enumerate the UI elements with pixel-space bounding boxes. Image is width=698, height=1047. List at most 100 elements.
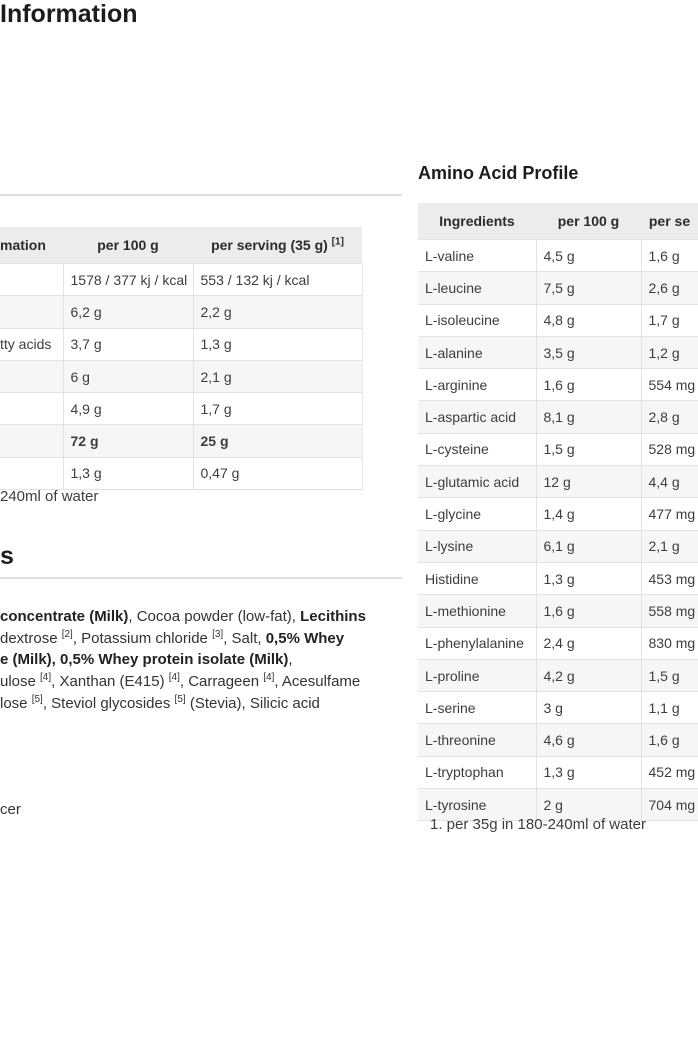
table-row: L-lysine 6,1 g 2,1 g <box>418 529 698 563</box>
table-row: 1,3 g 0,47 g <box>0 456 363 491</box>
ingredients-text: concentrate (Milk), Cocoa powder (low-fa… <box>0 606 366 715</box>
ingredients-line: e (Milk), 0,5% Whey protein isolate (Mil… <box>0 649 366 671</box>
table-cell: 558 mg <box>640 594 698 628</box>
table-cell: 2,1 g <box>192 359 363 393</box>
table-row: L-alanine 3,5 g 1,2 g <box>418 335 698 369</box>
table-row: L-tyrosine 2 g 704 mg <box>418 788 698 822</box>
table-cell <box>0 424 63 458</box>
amino-col-per100g-header: per 100 g <box>536 203 641 240</box>
footnote-marker: [5] <box>174 693 186 705</box>
table-cell: L-valine <box>418 238 536 272</box>
table-cell: 4,4 g <box>640 465 698 498</box>
table-cell: 3,5 g <box>535 335 641 369</box>
table-row: L-serine 3 g 1,1 g <box>418 691 698 724</box>
table-cell: 1,4 g <box>535 497 641 531</box>
ingredients-line: concentrate (Milk), Cocoa powder (low-fa… <box>0 606 366 628</box>
table-row: 6 g 2,1 g <box>0 359 363 393</box>
amino-table-header-row: Ingredients per 100 g per se <box>418 203 698 240</box>
table-row: L-leucine 7,5 g 2,6 g <box>418 271 698 305</box>
table-cell: 830 mg <box>640 626 698 660</box>
table-cell: 7,5 g <box>535 271 641 305</box>
table-cell: L-methionine <box>418 594 536 628</box>
table-row: L-cysteine 1,5 g 528 mg <box>418 432 698 466</box>
nutrition-col-serving-header: per serving (35 g) [1] <box>193 227 362 264</box>
ingredient-segment: dextrose <box>0 629 62 647</box>
ingredient-segment: , Acesulfame <box>274 673 361 691</box>
table-row: 72 g 25 g <box>0 424 363 458</box>
nutrition-table: mation per 100 g per serving (35 g) [1] … <box>0 227 363 491</box>
table-cell: 2,8 g <box>640 400 698 434</box>
table-cell: 1578 / 377 kj / kcal <box>62 262 193 296</box>
nutrition-col-per100g-header: per 100 g <box>63 227 193 264</box>
table-cell: Histidine <box>418 561 536 595</box>
nutrition-table-body: 1578 / 377 kj / kcal 553 / 132 kj / kcal 6… <box>0 262 363 491</box>
table-cell: L-glutamic acid <box>418 465 536 498</box>
table-row: L-proline 4,2 g 1,5 g <box>418 658 698 692</box>
table-row: 4,9 g 1,7 g <box>0 392 363 425</box>
table-cell: 704 mg <box>640 788 698 822</box>
table-cell: 1,1 g <box>640 691 698 724</box>
ingredients-title-text: s <box>0 542 14 570</box>
table-cell: L-arginine <box>418 368 536 401</box>
footnote-marker: [1] <box>331 236 344 248</box>
ingredient-segment: lose <box>0 694 32 712</box>
table-cell <box>0 262 63 296</box>
table-cell: L-threonine <box>418 723 536 757</box>
table-cell: 4,9 g <box>62 392 193 425</box>
nutrition-information-title: Information <box>0 0 138 28</box>
table-cell: L-isoleucine <box>418 303 536 337</box>
table-cell <box>0 456 63 491</box>
ingredient-segment: , Xanthan (E415) <box>51 673 169 691</box>
table-row: L-threonine 4,6 g 1,6 g <box>418 723 698 757</box>
ingredients-title: s <box>0 542 14 570</box>
table-cell: L-tryptophan <box>418 755 536 789</box>
table-cell: 72 g <box>62 424 193 458</box>
table-cell: 12 g <box>535 465 641 498</box>
table-cell: L-tyrosine <box>418 788 536 822</box>
table-row: L-arginine 1,6 g 554 mg <box>418 368 698 401</box>
table-cell: L-glycine <box>418 497 536 531</box>
table-cell: 4,6 g <box>535 723 641 757</box>
ingredient-segment: , Cocoa powder (low-fat), <box>128 608 301 625</box>
table-cell: L-serine <box>418 691 536 724</box>
ingredients-line: lose [5], Steviol glycosides [5] (Stevia… <box>0 693 366 715</box>
table-cell: 2,4 g <box>535 626 641 660</box>
amino-col-serving-header: per se <box>641 203 698 240</box>
table-cell: 1,6 g <box>535 594 641 628</box>
table-cell: 0,47 g <box>192 456 363 491</box>
table-cell: L-phenylalanine <box>418 626 536 660</box>
table-cell: 4,8 g <box>535 303 641 337</box>
table-cell: 4,5 g <box>535 238 641 272</box>
table-row: tty acids 3,7 g 1,3 g <box>0 327 363 361</box>
ingredient-segment: Lecithins <box>300 608 366 625</box>
table-cell: 4,2 g <box>535 658 641 692</box>
table-cell: 3,7 g <box>62 327 193 361</box>
table-cell: L-leucine <box>418 271 536 305</box>
footnote-marker: [4] <box>263 672 275 684</box>
ingredient-segment: , Potassium chloride <box>72 629 213 647</box>
table-row: L-glycine 1,4 g 477 mg <box>418 497 698 531</box>
footnote-marker: [4] <box>168 672 180 684</box>
trailing-text-fragment: cer <box>0 801 21 818</box>
table-cell: 1,3 g <box>535 561 641 595</box>
table-row: L-aspartic acid 8,1 g 2,8 g <box>418 400 698 434</box>
ingredient-segment: ulose <box>0 673 41 691</box>
table-cell: L-cysteine <box>418 432 536 466</box>
table-row: 1578 / 377 kj / kcal 553 / 132 kj / kcal <box>0 262 363 296</box>
footnote-marker: [3] <box>212 628 224 640</box>
table-cell: 1,5 g <box>640 658 698 692</box>
table-cell: tty acids <box>0 327 63 361</box>
table-cell: L-proline <box>418 658 536 692</box>
table-cell: 8,1 g <box>535 400 641 434</box>
table-cell: L-alanine <box>418 335 536 369</box>
section-divider <box>0 194 402 196</box>
ingredient-segment: , Carrageen <box>179 673 264 691</box>
ingredient-segment: (Stevia), Silicic acid <box>185 694 320 712</box>
footnote-marker: [5] <box>31 693 43 705</box>
table-cell: 553 / 132 kj / kcal <box>192 262 363 296</box>
table-cell <box>0 392 63 425</box>
table-row: L-tryptophan 1,3 g 452 mg <box>418 755 698 789</box>
footnote-marker: [4] <box>40 672 52 684</box>
table-row: L-methionine 1,6 g 558 mg <box>418 594 698 628</box>
table-cell: 2,2 g <box>192 295 363 329</box>
